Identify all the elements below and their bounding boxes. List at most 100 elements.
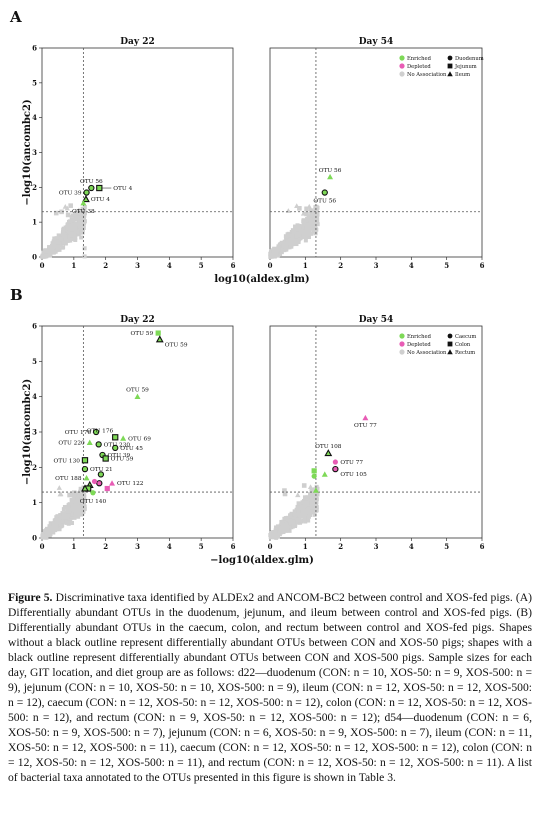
no-association-point <box>310 499 315 504</box>
otu-label-B-1-6: OTU 220 <box>58 441 85 447</box>
no-association-point <box>273 529 278 534</box>
otu-label-B-1-11: OTU 130 <box>54 458 81 464</box>
no-association-point <box>271 249 276 254</box>
no-association-point <box>275 524 280 529</box>
no-association-point <box>61 507 66 512</box>
no-association-point <box>282 248 287 253</box>
no-association-point <box>51 522 56 527</box>
no-association-point <box>297 503 302 508</box>
no-association-point <box>68 221 73 226</box>
no-association-point <box>70 224 75 229</box>
no-association-cloud-A-1 <box>40 204 87 259</box>
no-association-point <box>284 522 289 527</box>
no-association-point <box>77 219 82 224</box>
otu-point-B-1-22 <box>91 478 98 485</box>
x-tick-label-A-2-0: 0 <box>268 261 273 270</box>
no-association-point <box>73 216 78 221</box>
otu-label-B-2-1: OTU 108 <box>315 444 342 450</box>
otu-label-B-1-12: OTU 21 <box>90 467 113 473</box>
otu-point-B-1-6 <box>86 439 93 445</box>
no-association-point <box>52 236 57 241</box>
no-association-point <box>306 216 311 221</box>
no-association-point <box>58 237 63 242</box>
no-association-point <box>298 520 303 525</box>
otu-label-B-2-2: OTU 77 <box>340 460 363 466</box>
y-tick-label-A-1-4: 4 <box>32 113 37 122</box>
no-association-point <box>295 520 300 525</box>
no-association-point <box>288 239 293 244</box>
no-association-point <box>67 226 72 231</box>
no-association-point <box>79 508 84 513</box>
no-association-point <box>45 528 50 533</box>
no-association-point <box>63 511 68 516</box>
no-association-point <box>307 484 314 489</box>
y-tick-label-B-1-2: 2 <box>32 463 37 472</box>
no-association-point <box>283 516 288 521</box>
otu-point-B-2-6 <box>321 471 328 477</box>
otu-label-B-1-9: OTU 39 <box>107 453 130 459</box>
x-tick-label-B-1-4: 4 <box>167 542 172 551</box>
no-association-point <box>309 231 314 236</box>
panel-letter-B: B <box>10 286 23 304</box>
otu-point-B-2-1 <box>324 449 333 457</box>
no-association-point <box>301 503 306 508</box>
x-tick-label-B-1-1: 1 <box>71 542 76 551</box>
no-association-point <box>69 233 74 238</box>
no-association-point <box>301 229 306 234</box>
no-association-point <box>301 233 306 238</box>
otu-point-A-1-3 <box>82 195 90 203</box>
no-association-point <box>301 222 306 227</box>
otu-point-B-1-12 <box>81 465 89 473</box>
panel-letter-A: A <box>9 8 22 26</box>
otu-label-A-1-2: OTU 4 <box>113 186 132 192</box>
no-association-point <box>272 246 277 251</box>
no-association-point <box>47 253 52 258</box>
y-tick-label-A-1-1: 1 <box>32 218 37 227</box>
no-association-point <box>71 497 76 502</box>
x-tick-label-A-2-5: 5 <box>444 261 449 270</box>
no-association-point <box>73 236 78 241</box>
no-association-point <box>306 226 311 231</box>
otu-point-B-1-3 <box>92 428 100 436</box>
y-tick-label-B-1-0: 0 <box>32 534 37 543</box>
x-tick-label-B-2-0: 0 <box>268 542 273 551</box>
no-association-point <box>67 502 72 507</box>
no-association-point <box>79 235 84 240</box>
otu-label-A-1-0: OTU 39 <box>59 191 82 197</box>
no-association-point <box>304 495 309 500</box>
no-association-point <box>310 492 317 498</box>
otu-label-A-2-1: OTU 56 <box>313 199 336 205</box>
caption-text: Discriminative taxa identified by ALDEx2… <box>8 591 532 784</box>
no-association-point <box>67 492 72 498</box>
otu-point-A-2-0 <box>327 173 334 180</box>
x-tick-label-B-1-6: 6 <box>231 542 236 551</box>
y-tick-label-B-1-4: 4 <box>32 392 37 401</box>
otu-point-B-1-19 <box>81 484 89 492</box>
legend-shape-label-A-1: Jejunum <box>454 64 477 70</box>
otu-point-B-1-13 <box>97 471 105 478</box>
no-association-point <box>278 527 283 532</box>
no-association-point <box>55 239 60 244</box>
no-association-point <box>79 493 84 498</box>
no-association-point <box>297 518 302 523</box>
no-association-point <box>64 520 69 525</box>
no-association-point <box>288 521 293 526</box>
no-association-point <box>313 494 318 499</box>
x-tick-label-A-2-2: 2 <box>338 261 343 270</box>
no-association-point <box>76 514 81 519</box>
no-association-point <box>282 488 287 493</box>
no-association-point <box>312 222 317 227</box>
no-association-point <box>309 209 314 214</box>
no-association-point <box>78 223 83 228</box>
no-association-point <box>68 230 73 235</box>
no-association-point <box>310 222 315 227</box>
no-association-point <box>268 530 273 535</box>
no-association-point <box>314 484 319 489</box>
no-association-point <box>56 485 62 490</box>
otu-label-B-1-5: OTU 69 <box>128 436 151 442</box>
no-association-point <box>68 203 73 208</box>
no-association-point <box>55 244 60 249</box>
no-association-point <box>282 244 287 249</box>
otu-label-B-1-15: OTU 122 <box>117 481 144 487</box>
x-tick-label-B-2-2: 2 <box>338 542 343 551</box>
